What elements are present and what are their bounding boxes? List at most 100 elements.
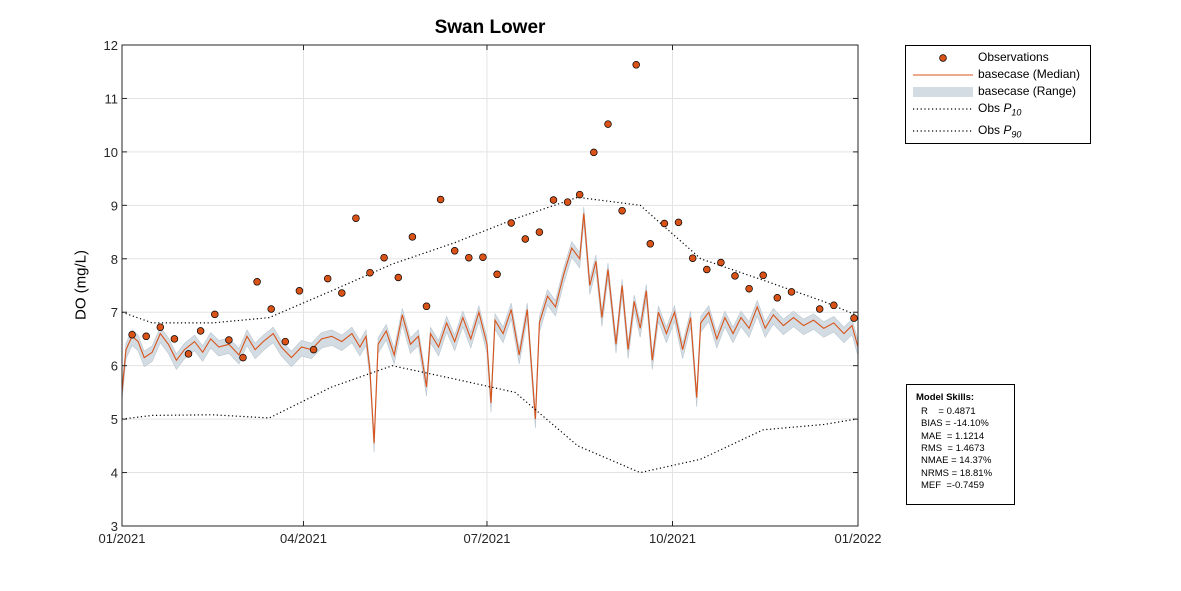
x-tick-label: 10/2021 <box>649 531 696 546</box>
observation-point <box>618 206 626 215</box>
x-tick-label: 07/2021 <box>463 531 510 546</box>
observation-point <box>394 273 403 282</box>
y-tick-label: 7 <box>111 305 118 320</box>
observation-point <box>267 305 275 313</box>
y-tick-label: 6 <box>111 359 118 374</box>
y-tick-label: 11 <box>105 91 119 106</box>
plot-area <box>122 45 858 526</box>
legend-symbol <box>939 54 947 62</box>
observation-point <box>549 196 558 204</box>
y-tick-label: 4 <box>111 466 118 481</box>
observation-point <box>142 332 150 341</box>
observation-point <box>604 120 612 128</box>
legend-label-text: Obs P <box>978 123 1012 137</box>
observation-point <box>281 337 290 346</box>
legend-label: basecase (Range) <box>978 84 1076 98</box>
model-skills-box: Model Skills: R = 0.4871 BIAS = -14.10% MA… <box>906 384 1015 505</box>
legend-symbol <box>913 87 973 97</box>
legend-label-text: basecase (Range) <box>978 84 1077 98</box>
observation-point <box>493 270 501 279</box>
legend-label: Obs P10 <box>978 101 1021 117</box>
observation-point <box>295 287 304 295</box>
y-axis-label: DO (mg/L) <box>72 249 90 321</box>
observation-point <box>646 240 655 248</box>
observation-point <box>309 345 318 354</box>
legend-entry: basecase (Median) <box>906 66 1090 83</box>
observation-point <box>688 254 697 262</box>
observation-point <box>211 310 219 319</box>
legend-label: basecase (Median) <box>978 67 1080 81</box>
legend-entry: basecase (Range) <box>906 83 1090 100</box>
y-tick-label: 3 <box>111 519 118 534</box>
observation-point <box>422 302 431 311</box>
observation-point <box>323 274 332 283</box>
y-tick-label: 12 <box>104 38 118 53</box>
legend-entry: Obs P10 <box>906 100 1090 117</box>
legend-entry: Observations <box>906 49 1090 66</box>
y-tick-label: 8 <box>111 252 118 267</box>
axes-box <box>121 44 859 527</box>
x-tick-label: 01/2021 <box>99 531 146 546</box>
legend-label-text: Observations <box>978 50 1049 64</box>
observation-point <box>830 301 838 310</box>
observation-point <box>225 336 233 344</box>
legend-label-text: basecase (Median) <box>978 67 1081 81</box>
observation-point <box>731 272 739 280</box>
legend-label: Observations <box>978 50 1049 64</box>
observation-point <box>521 235 530 243</box>
median-line <box>121 213 859 444</box>
legend-label: Obs P90 <box>978 123 1021 139</box>
model-skill-row: NMAE = 14.37% <box>921 455 992 467</box>
y-tick-label: 10 <box>104 145 118 160</box>
observation-point <box>380 253 388 262</box>
legend-label-italic: P <box>1003 101 1012 115</box>
observation-point <box>366 268 374 277</box>
legend-marker-patch <box>913 87 973 97</box>
axes: 3 4 5 6 7 8 9 10 11 12 01/2021 04/2021 07/2021 10/202… <box>99 38 882 546</box>
model-skill-row: NRMS = 18.81% <box>921 467 993 479</box>
observation-point <box>196 327 205 335</box>
observation-point <box>436 195 445 204</box>
observation-point <box>156 323 165 331</box>
model-skill-row: MEF =-0.7459 <box>921 479 985 491</box>
model-skill-row: RMS = 1.4673 <box>921 442 985 454</box>
legend-label-text: Obs P <box>978 101 1012 115</box>
observation-point <box>338 289 346 297</box>
observation-point <box>450 247 459 255</box>
observation-point <box>703 265 711 274</box>
model-skill-row: BIAS = -14.10% <box>921 418 989 430</box>
x-tick-label: 01/2022 <box>835 531 882 546</box>
observation-point <box>563 198 572 206</box>
legend: Observations basecase (Median) basecase (R… <box>905 45 1091 144</box>
observation-point <box>239 353 247 362</box>
observation-point <box>850 314 858 322</box>
y-tick-label: 5 <box>111 412 118 427</box>
observation-point <box>632 61 640 69</box>
median-series <box>121 213 859 444</box>
observation-point <box>465 253 473 262</box>
legend-label-subscript: 10 <box>1011 107 1022 118</box>
chart-title: Swan Lower <box>434 17 546 38</box>
observation-point <box>479 253 487 261</box>
observation-point <box>184 350 193 358</box>
legend-marker-circle <box>939 54 947 62</box>
legend-symbol <box>913 74 973 76</box>
observation-point <box>773 294 782 302</box>
legend-entry: Obs P90 <box>906 122 1090 139</box>
observation-point <box>590 148 598 157</box>
x-tick-label: 04/2021 <box>280 531 327 546</box>
observation-point <box>352 214 360 222</box>
legend-label-italic: P <box>1003 123 1012 137</box>
legend-label-subscript: 90 <box>1011 129 1022 140</box>
model-skills-title: Model Skills: <box>916 392 975 403</box>
observation-point <box>717 258 725 267</box>
legend-symbol <box>913 108 973 110</box>
observation-point <box>745 284 753 293</box>
model-skill-row: MAE = 1.1214 <box>921 430 985 442</box>
observation-point <box>408 233 417 241</box>
percentile-lines <box>121 196 857 474</box>
y-tick-label: 9 <box>111 198 118 213</box>
observation-point <box>674 218 683 227</box>
observation-point <box>815 305 824 313</box>
